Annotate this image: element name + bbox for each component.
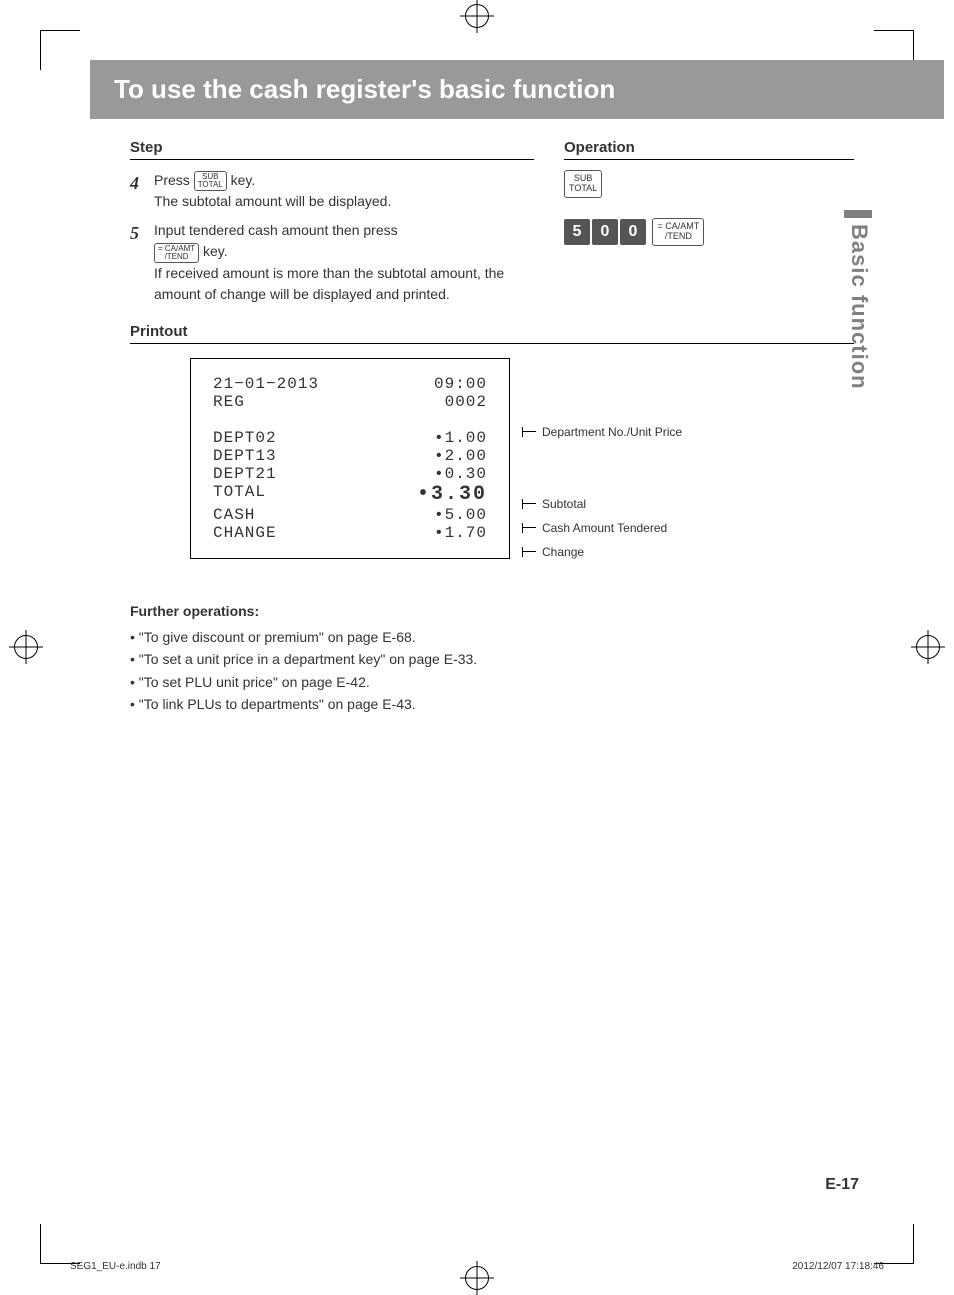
step-4: 4 Press SUB TOTAL key. The subtotal amou… <box>130 170 534 212</box>
annotation-subtotal: Subtotal <box>542 497 586 511</box>
annotation-cash: Cash Amount Tendered <box>542 521 667 535</box>
step-text: key. <box>199 243 228 259</box>
printout-block: 21−01−2013 09:00 REG 0002 DEPT02 •1.00 DEPT… <box>190 358 854 564</box>
step-text: Input tendered cash amount then press <box>154 222 398 238</box>
receipt-time: 09:00 <box>434 375 487 393</box>
page-content: To use the cash register's basic functio… <box>100 60 884 1234</box>
annotation-column: Department No./Unit Price Subtotal Cash … <box>522 358 682 564</box>
step-note: The subtotal amount will be displayed. <box>154 191 534 212</box>
page-number: E-17 <box>825 1176 859 1194</box>
side-tab-label: Basic function <box>846 224 872 390</box>
ca-amt-tend-key-icon: = CA/AMT /TEND <box>652 218 704 246</box>
operation-heading: Operation <box>564 139 854 160</box>
receipt-total-value: •3.30 <box>417 483 487 506</box>
receipt-line-label: DEPT02 <box>213 429 277 447</box>
footer-left: SEG1_EU-e.indb 17 <box>70 1261 161 1272</box>
subtotal-key-icon: SUB TOTAL <box>194 171 227 191</box>
further-item: • "To set a unit price in a department k… <box>130 648 854 670</box>
crop-mark <box>40 1224 80 1264</box>
further-heading: Further operations: <box>130 600 854 622</box>
digit-key-icon: 0 <box>592 219 618 245</box>
annotation-change: Change <box>542 545 584 559</box>
step-text: key. <box>227 172 256 188</box>
step-note: If received amount is more than the subt… <box>154 263 534 305</box>
registration-mark <box>465 4 489 28</box>
step-heading: Step <box>130 139 534 160</box>
receipt: 21−01−2013 09:00 REG 0002 DEPT02 •1.00 DEPT… <box>190 358 510 559</box>
receipt-seq: 0002 <box>445 393 487 411</box>
receipt-line-value: •5.00 <box>434 506 487 524</box>
operation-row: 500 = CA/AMT /TEND <box>564 218 854 246</box>
digit-key-icon: 5 <box>564 219 590 245</box>
further-item: • "To link PLUs to departments" on page … <box>130 693 854 715</box>
further-item-text: "To set a unit price in a department key… <box>139 651 477 667</box>
subtotal-key-icon: SUB TOTAL <box>564 170 602 198</box>
footer-right: 2012/12/07 17:18:46 <box>792 1261 884 1272</box>
crop-mark <box>40 30 80 70</box>
annotation-dept: Department No./Unit Price <box>542 425 682 439</box>
registration-mark <box>14 635 38 659</box>
receipt-line-label: TOTAL <box>213 483 266 506</box>
further-item: • "To set PLU unit price" on page E-42. <box>130 671 854 693</box>
receipt-line-label: CASH <box>213 506 255 524</box>
step-text: Press <box>154 172 194 188</box>
registration-mark <box>465 1266 489 1290</box>
receipt-date: 21−01−2013 <box>213 375 319 393</box>
receipt-line-value: •2.00 <box>434 447 487 465</box>
page-title: To use the cash register's basic functio… <box>114 74 920 105</box>
step-number: 4 <box>130 170 146 212</box>
side-tab-marker <box>844 210 872 218</box>
receipt-mode: REG <box>213 393 245 411</box>
receipt-line-value: •1.00 <box>434 429 487 447</box>
further-item: • "To give discount or premium" on page … <box>130 626 854 648</box>
further-item-text: "To link PLUs to departments" on page E-… <box>139 696 416 712</box>
ca-amt-tend-key-icon: = CA/AMT /TEND <box>154 243 199 263</box>
receipt-line-label: DEPT21 <box>213 465 277 483</box>
receipt-line-value: •1.70 <box>434 524 487 542</box>
step-number: 5 <box>130 220 146 304</box>
operation-row: SUB TOTAL <box>564 170 854 198</box>
further-operations: Further operations: • "To give discount … <box>130 600 854 716</box>
receipt-line-label: DEPT13 <box>213 447 277 465</box>
further-item-text: "To give discount or premium" on page E-… <box>139 629 416 645</box>
registration-mark <box>916 635 940 659</box>
further-item-text: "To set PLU unit price" on page E-42. <box>139 674 370 690</box>
digit-key-icon: 0 <box>620 219 646 245</box>
receipt-line-value: •0.30 <box>434 465 487 483</box>
step-5: 5 Input tendered cash amount then press … <box>130 220 534 304</box>
title-bar: To use the cash register's basic functio… <box>90 60 944 119</box>
printout-heading: Printout <box>130 323 854 344</box>
receipt-line-label: CHANGE <box>213 524 277 542</box>
